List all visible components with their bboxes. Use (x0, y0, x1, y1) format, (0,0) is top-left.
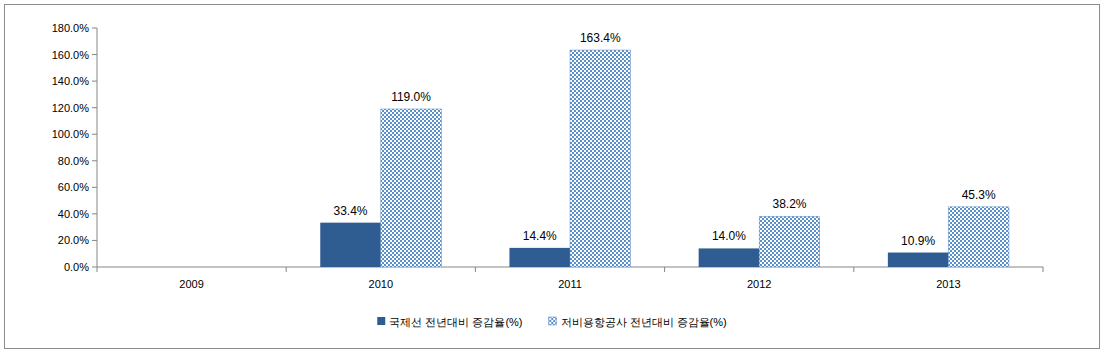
x-tick-label: 2012 (747, 278, 771, 290)
y-tick-label: 0.0% (64, 261, 89, 273)
data-label: 14.4% (523, 229, 557, 243)
legend-label: 국제선 전년대비 증감율(%) (389, 316, 522, 328)
data-label: 45.3% (962, 188, 996, 202)
x-tick (664, 267, 665, 272)
bar (509, 248, 570, 267)
x-tick-label: 2009 (179, 278, 203, 290)
chart: 0.0% 20.0% 40.0% 60.0% 80.0% 100.0% 120.0% 140.… (0, 0, 1104, 353)
y-tick-label: 100.0% (52, 128, 90, 140)
y-tick (92, 160, 97, 161)
y-tick (92, 28, 97, 29)
x-tick-label: 2010 (369, 278, 393, 290)
bar (570, 50, 631, 267)
x-tick-label: 2013 (936, 278, 960, 290)
y-tick (92, 81, 97, 82)
data-label: 163.4% (580, 31, 621, 45)
x-tick (286, 267, 287, 272)
legend-swatch (549, 317, 557, 325)
y-tick-label: 20.0% (58, 234, 89, 246)
bar (320, 223, 381, 267)
y-tick (92, 187, 97, 188)
y-tick-label: 120.0% (52, 102, 90, 114)
data-label: 33.4% (334, 204, 368, 218)
y-tick (92, 267, 97, 268)
legend-label: 저비용항공사 전년대비 증감율(%) (561, 316, 727, 328)
bar (888, 253, 949, 267)
y-tick-label: 80.0% (58, 155, 89, 167)
bar (699, 248, 760, 267)
y-tick-label: 140.0% (52, 75, 90, 87)
y-tick-label: 180.0% (52, 22, 90, 34)
x-tick (475, 267, 476, 272)
chart-frame (5, 5, 1100, 349)
bars (320, 50, 1009, 267)
y-tick (92, 134, 97, 135)
bar (381, 109, 442, 267)
y-tick-label: 40.0% (58, 208, 89, 220)
data-label: 14.0% (712, 229, 746, 243)
x-tick (853, 267, 854, 272)
y-axis (97, 28, 98, 267)
x-tick-label: 2011 (558, 278, 582, 290)
y-tick (92, 107, 97, 108)
y-tick (92, 240, 97, 241)
x-tick (1043, 267, 1044, 272)
bar (759, 216, 820, 267)
legend: 국제선 전년대비 증감율(%) 저비용항공사 전년대비 증감율(%) (377, 316, 726, 328)
y-tick-label: 60.0% (58, 181, 89, 193)
data-label: 10.9% (901, 234, 935, 248)
data-label: 119.0% (391, 90, 431, 104)
y-tick (92, 54, 97, 55)
bar (948, 207, 1009, 267)
y-tick-label: 160.0% (52, 49, 90, 61)
x-tick (97, 267, 98, 272)
y-tick (92, 213, 97, 214)
legend-swatch (377, 317, 385, 325)
data-label: 38.2% (772, 197, 806, 211)
